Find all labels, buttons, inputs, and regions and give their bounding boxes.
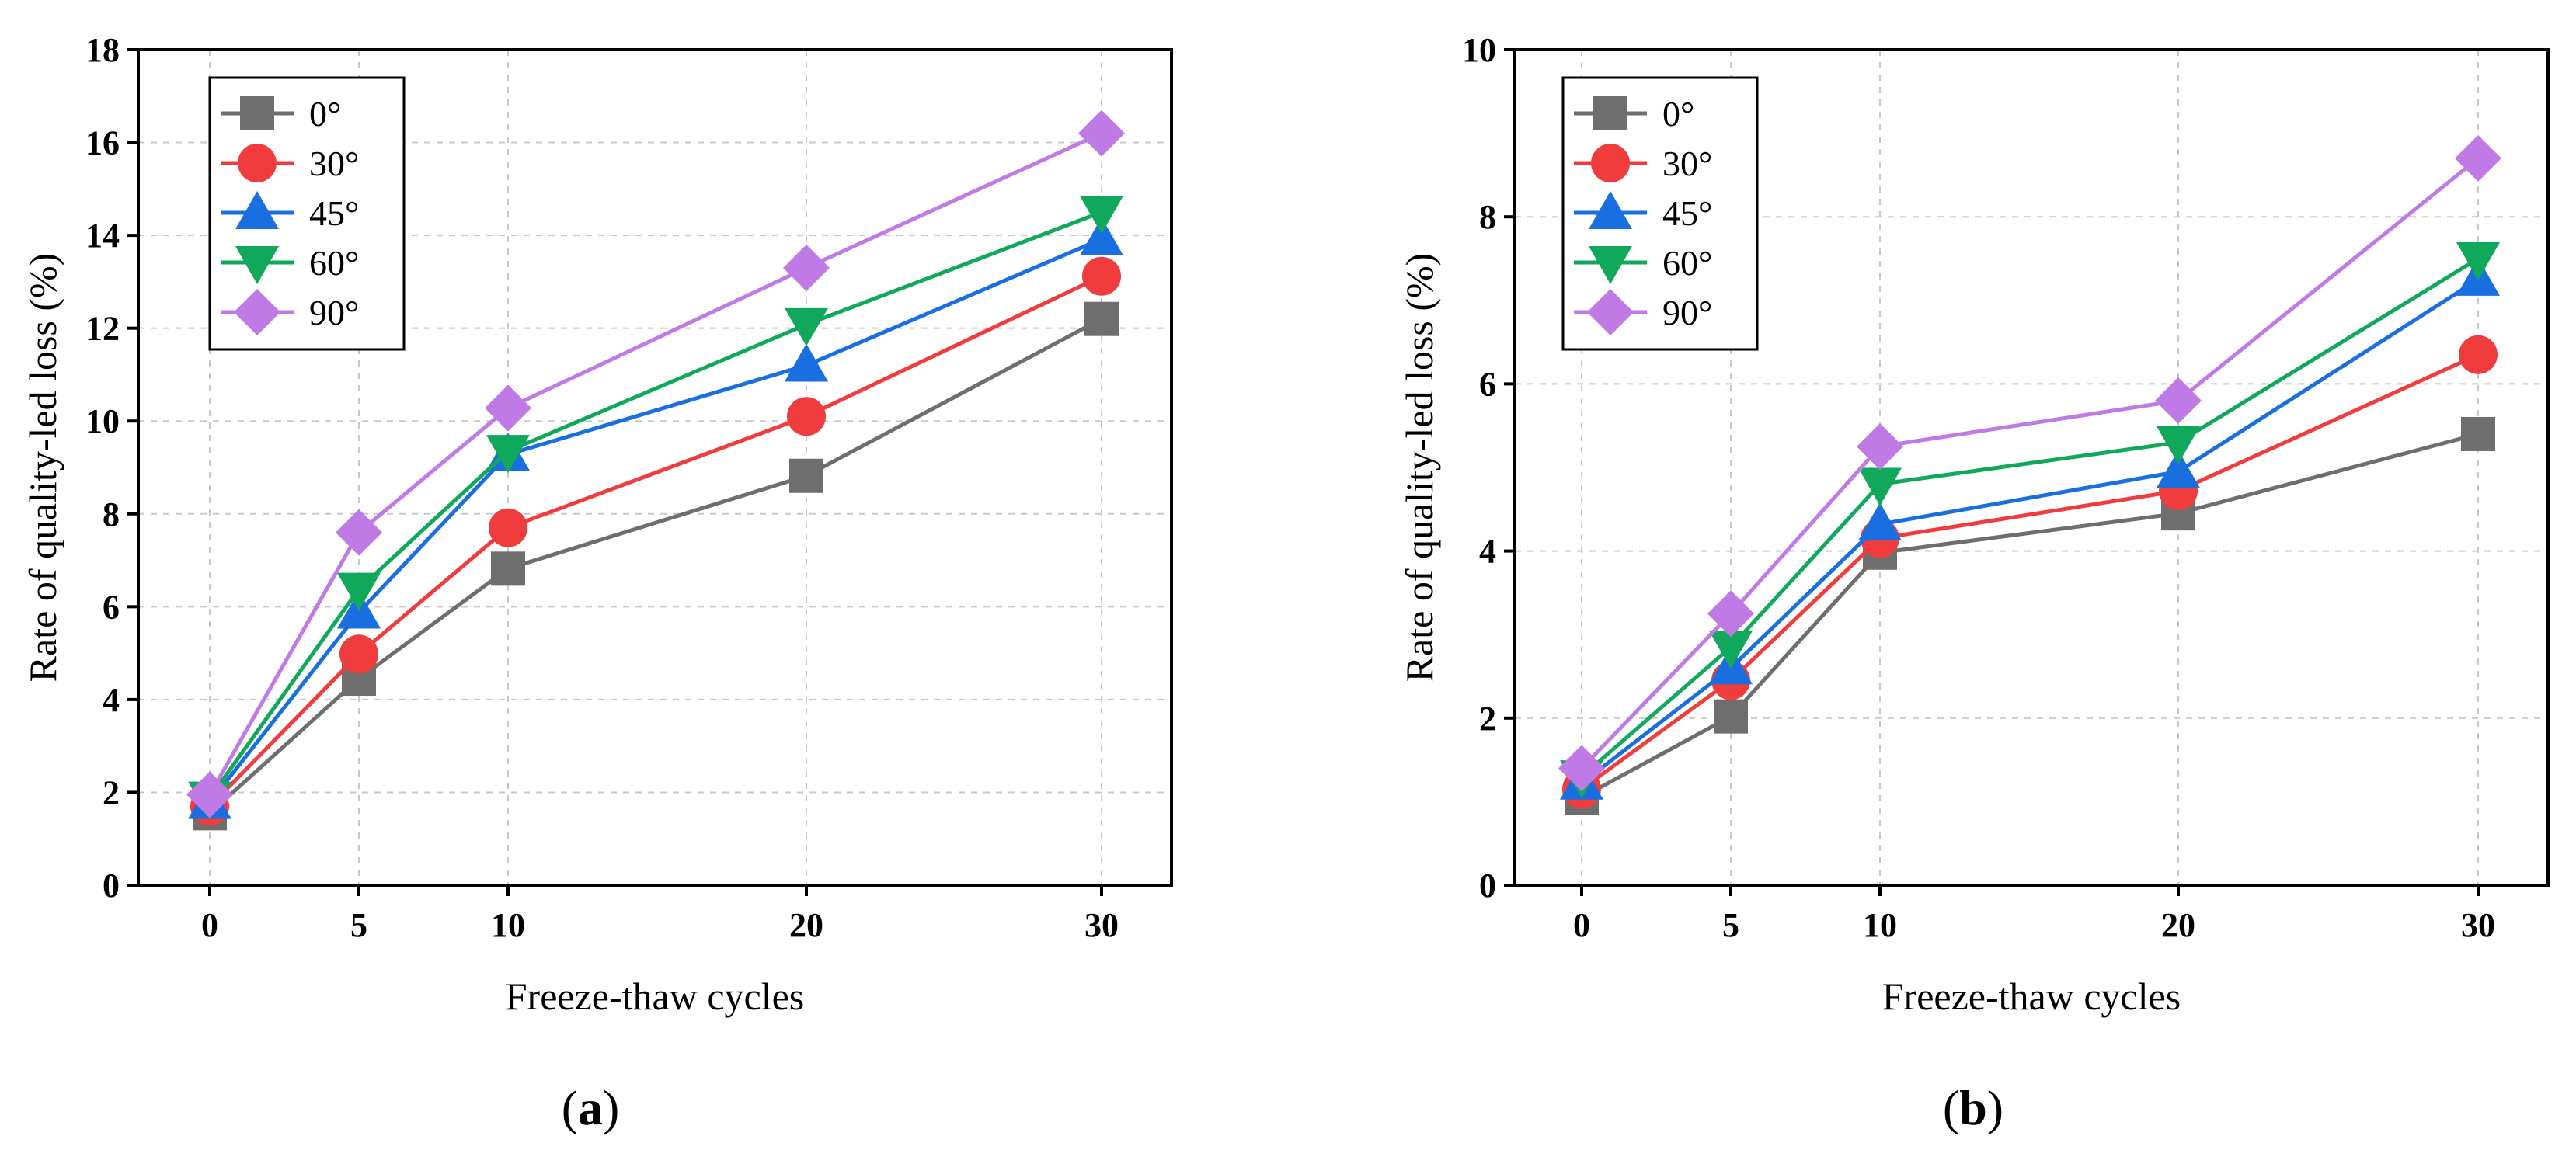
data-point [1558, 745, 1605, 792]
legend-label: 90° [1662, 293, 1712, 332]
data-point [2157, 426, 2200, 464]
legend-label: 90° [309, 293, 359, 332]
data-point [1080, 196, 1123, 235]
x-tick-label: 30 [2461, 906, 2495, 944]
data-point [1858, 502, 1902, 541]
y-tick-label: 2 [103, 773, 120, 811]
x-tick-label: 0 [1573, 906, 1590, 944]
x-tick-label: 5 [1722, 906, 1739, 944]
panel-label: (b) [1943, 1080, 2003, 1135]
legend-marker [1593, 96, 1627, 130]
panel-label: (a) [562, 1080, 620, 1135]
x-tick-label: 10 [1863, 906, 1897, 944]
y-axis-label: Rate of quality-led loss (%) [1398, 253, 1441, 683]
legend-label: 60° [1662, 243, 1712, 283]
plot-frame [137, 48, 1173, 887]
data-point [2155, 377, 2202, 424]
data-point [783, 244, 830, 291]
data-point [337, 572, 381, 611]
y-tick-label: 10 [1462, 31, 1496, 69]
legend-label: 45° [1662, 193, 1712, 233]
y-tick-label: 0 [1479, 867, 1496, 905]
series-line [208, 274, 1103, 808]
legend-marker [235, 191, 279, 229]
y-tick-label: 6 [103, 588, 120, 626]
legend-marker [238, 144, 277, 182]
data-point [1084, 301, 1119, 336]
data-point [789, 458, 823, 493]
legend-label: 0° [309, 94, 341, 134]
data-point [2459, 335, 2498, 374]
data-point [486, 435, 530, 474]
y-tick-label: 12 [85, 310, 120, 348]
legend-label: 60° [309, 243, 359, 283]
data-point [785, 307, 828, 346]
legend-label: 30° [1662, 144, 1712, 183]
y-tick-label: 14 [85, 217, 120, 255]
legend-marker [1589, 246, 1632, 284]
data-point [1709, 631, 1753, 669]
data-point [2456, 242, 2500, 280]
y-tick-label: 4 [103, 681, 120, 719]
data-point [1714, 699, 1748, 734]
plot-frame [1513, 48, 2550, 887]
data-point [186, 771, 233, 818]
legend-label: 0° [1662, 94, 1694, 134]
data-point [785, 343, 828, 382]
x-tick-label: 5 [350, 906, 367, 944]
legend-marker [1591, 144, 1630, 182]
y-tick-label: 10 [85, 402, 120, 440]
legend-marker [235, 246, 279, 284]
data-point [1857, 423, 1903, 471]
legend-marker [1587, 289, 1634, 335]
x-axis-label: Freeze-thaw cycles [506, 975, 805, 1018]
x-tick-label: 10 [491, 906, 525, 944]
y-tick-label: 0 [103, 867, 120, 905]
data-point [1078, 109, 1125, 157]
data-point [1707, 590, 1754, 638]
y-axis-label: Rate of quality-led loss (%) [21, 253, 64, 683]
chart-panel-b: 0 2 4 6 8 10 0 5 10 20 30 Freeze-thaw cycles Rate of… [1398, 31, 2550, 1135]
legend-label: 30° [309, 144, 359, 183]
data-point [2157, 450, 2200, 488]
y-tick-label: 6 [1479, 365, 1496, 403]
y-tick-label: 8 [1479, 198, 1496, 236]
x-tick-label: 0 [201, 906, 218, 944]
data-point [485, 384, 531, 432]
data-point [1080, 217, 1123, 255]
data-point [491, 551, 525, 586]
legend-marker [1589, 191, 1632, 229]
y-tick-label: 16 [85, 124, 120, 162]
legend-label: 45° [309, 193, 359, 233]
y-tick-label: 18 [85, 31, 120, 69]
x-tick-label: 20 [2161, 906, 2195, 944]
data-point [2461, 416, 2495, 451]
data-point [787, 397, 826, 436]
x-tick-label: 20 [789, 906, 823, 944]
chart-panel-a: 0 2 4 6 8 10 12 14 16 18 0 5 10 20 30 Freeze-thaw cycle… [21, 31, 1173, 1135]
y-tick-label: 2 [1479, 700, 1496, 738]
legend-marker [240, 96, 274, 130]
data-point [1082, 256, 1121, 296]
data-point [339, 634, 378, 674]
y-tick-label: 8 [103, 495, 120, 533]
y-tick-label: 4 [1479, 533, 1496, 571]
data-point [1858, 467, 1902, 506]
data-point [489, 508, 527, 547]
series-line [208, 317, 1103, 815]
legend-marker [234, 289, 280, 335]
data-point [2455, 134, 2501, 182]
x-axis-label: Freeze-thaw cycles [1882, 975, 2181, 1018]
data-point [336, 509, 382, 556]
x-tick-label: 30 [1084, 906, 1119, 944]
